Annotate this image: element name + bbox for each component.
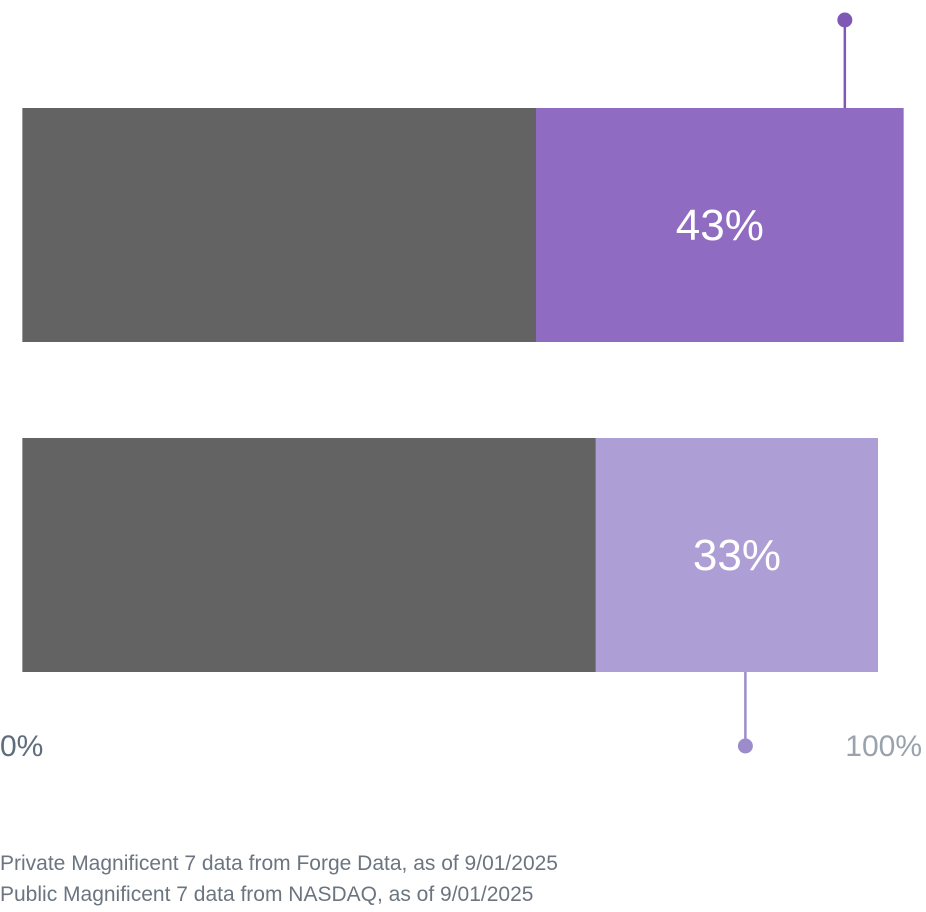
footnote-private-source: Private Magnificent 7 data from Forge Da… bbox=[0, 852, 558, 875]
bar-1-value-label: 33% bbox=[693, 531, 781, 580]
bar-0-value-label: 43% bbox=[676, 201, 764, 250]
bar-1-highlight-segment bbox=[595, 438, 878, 672]
footnote-public-source: Public Magnificent 7 data from NASDAQ, a… bbox=[0, 883, 534, 906]
callout-1-dot bbox=[737, 738, 753, 754]
bar-0-base-segment bbox=[23, 108, 536, 342]
bars-layer: 43% 33% bbox=[22, 108, 904, 672]
x-tick-label-min: 0% bbox=[0, 730, 43, 763]
callout-0-dot bbox=[837, 12, 853, 28]
callouts-layer bbox=[737, 12, 853, 754]
x-tick-label-max: 100% bbox=[845, 730, 922, 763]
bar-0-highlight-segment bbox=[536, 108, 904, 342]
bar-1-base-segment bbox=[23, 438, 596, 672]
